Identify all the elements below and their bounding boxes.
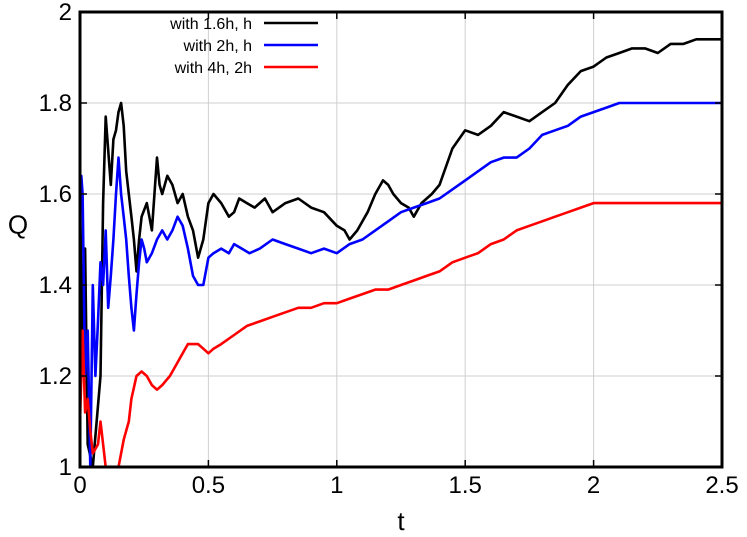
series-line-3 bbox=[80, 201, 722, 467]
x-axis-title: t bbox=[397, 506, 405, 536]
y-tick-label: 1 bbox=[59, 454, 72, 481]
series-line-1 bbox=[80, 38, 722, 467]
x-tick-label: 2 bbox=[587, 472, 600, 499]
x-tick-label: 1 bbox=[330, 472, 343, 499]
y-tick-label: 2 bbox=[59, 0, 72, 26]
x-tick-label: 2.5 bbox=[705, 472, 738, 499]
legend-label: with 1.6h, h bbox=[169, 16, 252, 33]
x-tick-label: 1.5 bbox=[449, 472, 482, 499]
x-tick-label: 0.5 bbox=[192, 472, 225, 499]
y-axis-title: Q bbox=[8, 210, 28, 240]
legend-label: with 4h, 2h bbox=[174, 60, 252, 77]
ticks: 0 0.5 1 1.5 2 2.5 1 1.2 1.4 1.6 1.8 2 bbox=[39, 0, 739, 499]
y-tick-label: 1.8 bbox=[39, 90, 72, 117]
x-tick-label: 0 bbox=[73, 472, 86, 499]
y-tick-label: 1.2 bbox=[39, 363, 72, 390]
grid bbox=[79, 11, 723, 468]
series-layer bbox=[80, 38, 722, 467]
legend-label: with 2h, h bbox=[183, 38, 252, 55]
y-tick-label: 1.6 bbox=[39, 181, 72, 208]
y-tick-label: 1.4 bbox=[39, 272, 72, 299]
plot-frame bbox=[78, 10, 724, 469]
legend: with 1.6h, h with 2h, h with 4h, 2h bbox=[169, 16, 318, 77]
series-line-2 bbox=[80, 101, 722, 467]
